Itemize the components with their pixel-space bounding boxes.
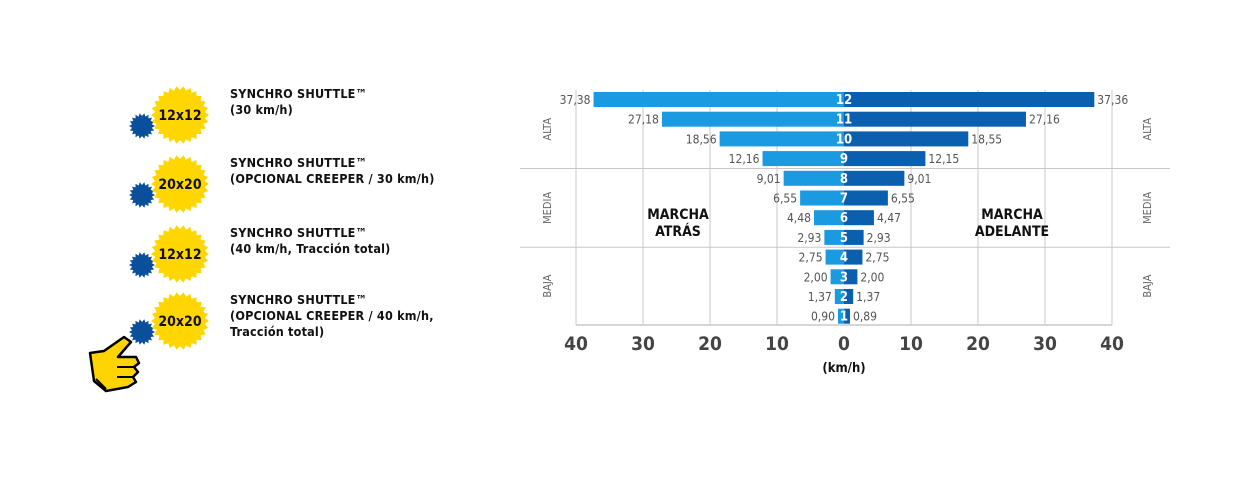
- bar-forward-8: [844, 170, 905, 186]
- gear-icon: 20x20: [129, 292, 209, 350]
- bar-forward-11: [844, 111, 1026, 127]
- value-label-reverse: 0,90: [811, 310, 835, 324]
- bar-reverse-3: [830, 269, 844, 285]
- gear-icon: 12x12: [129, 86, 209, 144]
- value-label-reverse: 18,56: [686, 132, 717, 146]
- range-label-alta-left: ALTA: [541, 118, 554, 141]
- x-axis-label: (km/h): [822, 361, 865, 376]
- gear-count-label: 20x20: [158, 314, 201, 330]
- bar-reverse-11: [661, 111, 844, 127]
- option-label: SYNCHRO SHUTTLE™ (40 km/h, Tracción tota…: [230, 225, 391, 256]
- bar-reverse-10: [719, 131, 844, 147]
- gear-label: 2: [840, 290, 848, 305]
- value-label-reverse: 27,18: [628, 113, 659, 127]
- bar-forward-12: [844, 92, 1095, 107]
- bar-forward-9: [844, 151, 926, 167]
- bar-reverse-4: [825, 249, 844, 265]
- transmission-option-20x20[interactable]: 20x20 SYNCHRO SHUTTLE™ (OPCIONAL CREEPER …: [125, 292, 485, 352]
- gear-label: 12: [836, 93, 852, 108]
- gear-count-label: 20x20: [158, 177, 201, 193]
- range-label-baja-left: BAJA: [541, 274, 554, 297]
- bar-reverse-12: [593, 92, 844, 107]
- x-tick-label: 30: [1033, 333, 1057, 355]
- x-tick-label: 10: [765, 333, 789, 355]
- value-label-forward: 6,55: [891, 192, 915, 206]
- bar-forward-1: [844, 308, 850, 324]
- value-label-reverse: 2,93: [797, 231, 821, 245]
- bar-forward-2: [844, 289, 854, 304]
- bar-forward-4: [844, 249, 863, 265]
- gear-label: 3: [840, 270, 848, 285]
- gear-icon: 20x20: [129, 155, 209, 213]
- bar-forward-5: [844, 229, 864, 245]
- value-label-reverse: 6,55: [773, 192, 797, 206]
- bar-reverse-7: [800, 190, 844, 206]
- transmission-option-12x12[interactable]: 12x12 SYNCHRO SHUTTLE™ (30 km/h): [125, 86, 485, 146]
- bar-reverse-9: [762, 151, 844, 167]
- gear-label: 5: [840, 231, 848, 246]
- value-label-forward: 2,93: [867, 231, 891, 245]
- gear-count-label: 12x12: [158, 108, 201, 124]
- bar-forward-3: [844, 269, 858, 285]
- x-tick-label: 40: [1100, 333, 1124, 355]
- x-tick-label: 10: [899, 333, 923, 355]
- grid: [520, 90, 1170, 325]
- bar-reverse-8: [783, 170, 844, 186]
- series-label-forward: MARCHA ADELANTE: [975, 207, 1049, 240]
- gear-label: 1: [840, 310, 848, 325]
- x-tick-label: 40: [564, 333, 588, 355]
- gear-label: 4: [840, 251, 848, 266]
- value-label-reverse: 9,01: [757, 172, 781, 186]
- gear-label: 11: [836, 113, 852, 128]
- bar-forward-10: [844, 131, 969, 147]
- x-tick-label: 0: [838, 333, 850, 355]
- option-label: SYNCHRO SHUTTLE™ (OPCIONAL CREEPER / 40 …: [230, 292, 434, 339]
- bar-forward-7: [844, 190, 888, 206]
- value-label-forward: 2,75: [865, 251, 889, 265]
- value-label-forward: 2,00: [860, 270, 884, 284]
- x-tick-label: 20: [698, 333, 722, 355]
- value-label-reverse: 2,75: [799, 251, 823, 265]
- value-label-forward: 37,36: [1097, 93, 1128, 107]
- bar-reverse-1: [837, 308, 844, 324]
- bar-reverse-5: [824, 229, 844, 245]
- value-label-forward: 9,01: [907, 172, 931, 186]
- value-label-forward: 27,16: [1029, 113, 1060, 127]
- value-label-forward: 12,15: [928, 152, 959, 166]
- bar-forward-6: [844, 210, 874, 226]
- range-label-alta-right: ALTA: [1141, 118, 1154, 141]
- gear-label: 9: [840, 152, 848, 167]
- gear-label: 8: [840, 172, 848, 187]
- x-tick-label: 30: [631, 333, 655, 355]
- range-label-media-left: MEDIA: [541, 192, 554, 224]
- transmission-option-12x12[interactable]: 12x12 SYNCHRO SHUTTLE™ (40 km/h, Tracción…: [125, 225, 485, 285]
- value-label-reverse: 1,37: [808, 290, 832, 304]
- gear-label: 6: [840, 211, 848, 226]
- value-label-reverse: 37,38: [560, 93, 591, 107]
- value-label-forward: 4,47: [877, 211, 901, 225]
- value-label-forward: 18,55: [971, 132, 1002, 146]
- value-label-forward: 0,89: [853, 310, 877, 324]
- hand-pointer-icon: [88, 335, 141, 393]
- gear-count-label: 12x12: [158, 247, 201, 263]
- range-label-baja-right: BAJA: [1141, 274, 1154, 297]
- range-label-media-right: MEDIA: [1141, 192, 1154, 224]
- gear-label: 7: [840, 192, 848, 207]
- value-label-forward: 1,37: [856, 290, 880, 304]
- value-label-reverse: 12,16: [729, 152, 760, 166]
- transmission-option-20x20[interactable]: 20x20 SYNCHRO SHUTTLE™ (OPCIONAL CREEPER …: [125, 155, 485, 215]
- value-label-reverse: 2,00: [804, 270, 828, 284]
- gear-label: 10: [836, 132, 852, 147]
- option-label: SYNCHRO SHUTTLE™ (30 km/h): [230, 86, 368, 117]
- series-label-reverse: MARCHA ATRÁS: [647, 207, 709, 240]
- option-label: SYNCHRO SHUTTLE™ (OPCIONAL CREEPER / 30 …: [230, 155, 435, 186]
- x-tick-label: 20: [966, 333, 990, 355]
- value-label-reverse: 4,48: [787, 211, 811, 225]
- bar-reverse-6: [813, 210, 844, 226]
- bar-reverse-2: [834, 289, 844, 304]
- gear-icon: 12x12: [129, 225, 209, 283]
